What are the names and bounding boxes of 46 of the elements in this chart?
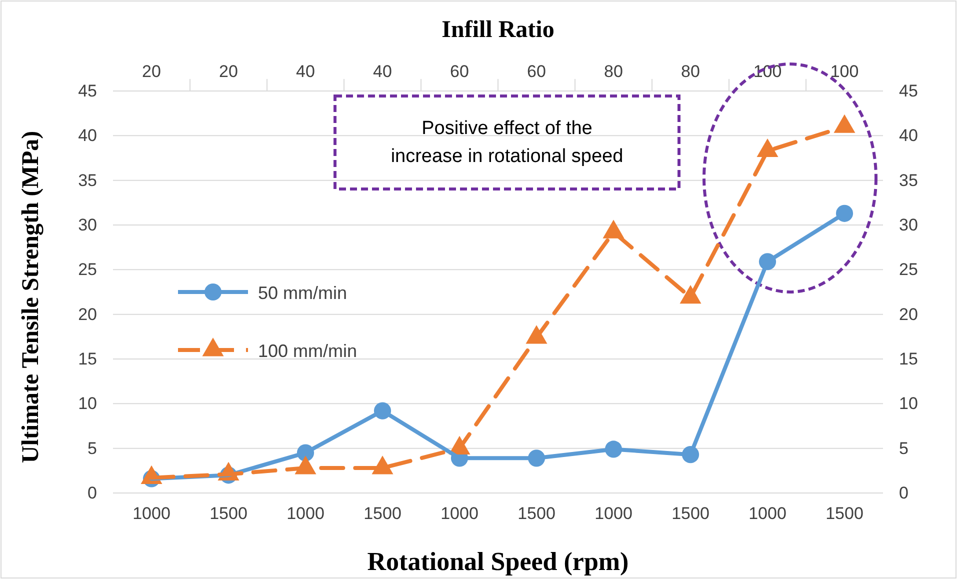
legend-label: 100 mm/min xyxy=(258,341,358,361)
y2-tick-label: 25 xyxy=(899,260,918,280)
y-tick-label: 10 xyxy=(78,394,97,414)
y2-tick-label: 5 xyxy=(899,438,908,458)
text: 80 xyxy=(604,62,623,81)
text: 100 xyxy=(830,62,859,81)
y2-tick-label: 15 xyxy=(899,349,918,368)
text: 60 xyxy=(450,62,469,81)
annotation: Positive effect of the increase in rotational speed xyxy=(390,118,624,167)
y-tick-label: 5 xyxy=(88,438,97,458)
x-tick-label: 1000 xyxy=(440,504,478,524)
text: 60 xyxy=(527,62,546,81)
y-tick-label: 30 xyxy=(78,215,97,234)
x-tick-label: 1500 xyxy=(672,504,710,524)
y-tick-label: 45 xyxy=(78,81,97,100)
x-axis-title: Rotational Speed (rpm) xyxy=(367,547,629,576)
x-tick-label: 1500 xyxy=(210,504,248,524)
point xyxy=(756,138,778,158)
text: 80 xyxy=(681,62,700,81)
x-tick-label: 1000 xyxy=(748,504,786,524)
x2-axis-title: Infill Ratio xyxy=(442,17,554,43)
y2-tick-label: 45 xyxy=(899,81,918,100)
text: 20 xyxy=(142,62,161,81)
y2-tick-label: 35 xyxy=(899,170,918,190)
y2-tick-label: 30 xyxy=(899,215,918,234)
y-tick-label: 25 xyxy=(78,260,97,280)
x-tick-label: 1500 xyxy=(826,504,864,524)
x-tick-label: 1000 xyxy=(286,504,324,524)
y-tick-label: 15 xyxy=(78,349,97,368)
y-tick-label: 40 xyxy=(78,126,97,146)
x-tick-label: 1000 xyxy=(132,504,170,524)
x-tick-label: 1000 xyxy=(594,504,632,524)
y2-tick-label: 20 xyxy=(899,304,918,324)
text: 40 xyxy=(373,62,392,81)
y-tick-label: 0 xyxy=(88,483,97,502)
text: 20 xyxy=(219,62,238,81)
x-tick-label: 1500 xyxy=(518,504,556,524)
y2-tick-label: 10 xyxy=(899,394,918,414)
y2-tick-label: 40 xyxy=(899,126,918,146)
legend-label: 50 mm/min xyxy=(258,283,348,303)
y2-tick-label: 0 xyxy=(899,483,908,502)
x-tick-label: 1500 xyxy=(364,504,402,524)
y-axis-title: Ultimate Tensile Strength (MPa) xyxy=(18,130,44,464)
y-tick-label: 20 xyxy=(78,304,97,324)
y-tick-label: 35 xyxy=(78,170,97,190)
text: 40 xyxy=(296,62,315,81)
